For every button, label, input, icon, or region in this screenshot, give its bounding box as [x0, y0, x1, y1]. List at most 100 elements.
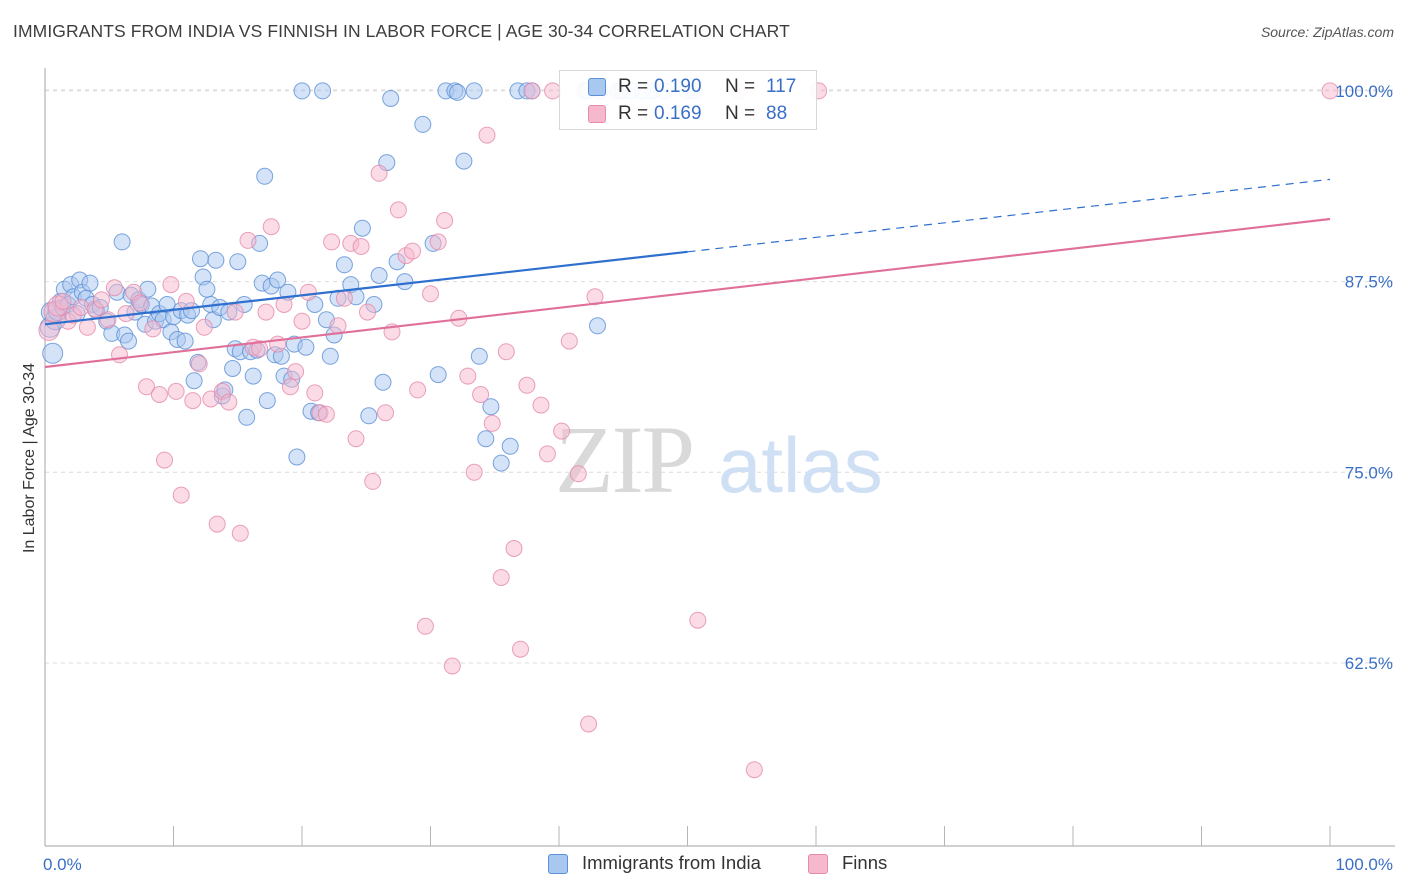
finns-point-51	[347, 430, 365, 448]
legend-row-india: R = 0.190 N = 117	[560, 74, 816, 100]
finns-point-33	[239, 231, 257, 249]
india-point-94	[374, 373, 392, 391]
finns-point-46	[317, 405, 335, 423]
finns-trend-line	[44, 217, 1331, 369]
trend-lines	[44, 178, 1331, 369]
finns-point-91	[1321, 82, 1339, 100]
finns-point-41	[287, 363, 305, 381]
finns-point-26	[195, 318, 213, 336]
legend-n-value-india: 117	[766, 76, 797, 97]
india-point-109	[482, 398, 500, 416]
finns-point-20	[162, 276, 180, 294]
finns-point-70	[472, 386, 490, 403]
finns-point-24	[184, 392, 202, 410]
finns-point-65	[436, 212, 454, 229]
y-axis-title: In Labor Force | Age 30-34	[21, 363, 38, 553]
y-tick-label-1: 75.0%	[1345, 463, 1393, 482]
finns-point-80	[538, 445, 556, 463]
finns-point-28	[208, 515, 226, 533]
finns-point-61	[409, 381, 427, 399]
india-point-2	[42, 342, 64, 364]
finns-point-31	[226, 303, 244, 321]
watermark-zip: ZIP	[555, 406, 693, 513]
india-point-98	[396, 273, 414, 291]
finns-point-32	[231, 524, 249, 542]
india-point-62	[244, 367, 262, 385]
finns-point-75	[505, 540, 523, 557]
india-point-43	[185, 372, 203, 390]
finns-point-87	[689, 611, 707, 629]
finns-point-89	[745, 761, 763, 779]
finns-point-77	[518, 376, 536, 394]
finns-point-76	[512, 640, 529, 658]
finns-point-79	[532, 396, 550, 414]
finns-point-40	[281, 378, 299, 396]
india-point-40	[176, 332, 194, 350]
bottom-legend-label-india: Immigrants from India	[582, 852, 761, 873]
india-point-105	[455, 152, 473, 170]
finns-point-36	[257, 303, 275, 321]
finns-point-9	[93, 291, 110, 309]
finns-point-68	[459, 367, 477, 385]
india-point-106	[465, 82, 483, 100]
india-point-118	[589, 317, 606, 335]
legend-n-label: N =	[725, 103, 756, 124]
finns-point-58	[389, 201, 407, 219]
india-point-82	[314, 82, 332, 100]
watermark-atlas: atlas	[718, 421, 883, 509]
finns-point-52	[352, 238, 370, 255]
india-point-93	[370, 267, 388, 284]
finns-point-37	[262, 218, 280, 236]
india-point-99	[414, 115, 432, 133]
india-point-45	[192, 250, 209, 268]
finns-point-44	[306, 384, 324, 402]
legend-n-value-finns: 88	[766, 103, 788, 124]
data-points	[38, 82, 1339, 779]
finns-point-22	[172, 486, 190, 504]
india-point-96	[382, 90, 400, 107]
india-point-22	[113, 233, 131, 251]
y-tick-label-2: 87.5%	[1345, 273, 1393, 292]
finns-point-72	[483, 414, 501, 432]
india-trend-extension	[687, 178, 1331, 253]
india-point-104	[449, 83, 466, 101]
india-point-101	[429, 366, 447, 384]
chart-source: Source: ZipAtlas.com	[1260, 24, 1394, 40]
finns-point-74	[497, 343, 515, 361]
india-point-90	[353, 219, 371, 237]
india-point-84	[321, 347, 339, 365]
india-point-50	[207, 251, 225, 269]
tick-labels: 62.5% 75.0% 87.5% 100.0% 0.0% 100.0%	[43, 82, 1393, 874]
india-point-108	[477, 430, 495, 448]
chart-title: IMMIGRANTS FROM INDIA VS FINNISH IN LABO…	[13, 21, 790, 41]
legend-r-label: R =	[618, 76, 649, 97]
bottom-legend-swatch-finns	[808, 854, 828, 874]
finns-point-47	[323, 233, 341, 251]
finns-point-82	[553, 422, 571, 440]
x-tick-label-1: 100.0%	[1335, 855, 1393, 874]
india-trend-line	[44, 250, 688, 326]
finns-point-49	[335, 289, 353, 307]
finns-point-43	[299, 283, 317, 301]
finns-point-62	[416, 617, 434, 635]
india-point-77	[293, 82, 311, 100]
finns-point-10	[99, 311, 117, 329]
india-point-110	[492, 454, 510, 472]
legend-r-value-india: 0.190	[654, 76, 702, 97]
finns-point-19	[156, 451, 173, 469]
finns-point-11	[105, 279, 123, 297]
india-point-15	[81, 274, 99, 292]
india-point-76	[288, 448, 306, 466]
finns-point-53	[359, 303, 376, 321]
finns-point-12	[111, 346, 128, 364]
legend-swatch-finns	[588, 105, 606, 123]
finns-point-69	[465, 463, 483, 481]
india-point-107	[470, 347, 488, 365]
finns-point-3	[54, 292, 72, 310]
correlation-legend: R = 0.190 N = 117 R = 0.169 N = 88	[559, 70, 817, 130]
y-tick-label-0: 62.5%	[1345, 654, 1393, 673]
finns-point-60	[404, 242, 421, 260]
finns-point-17	[144, 320, 162, 338]
india-point-87	[335, 256, 353, 274]
